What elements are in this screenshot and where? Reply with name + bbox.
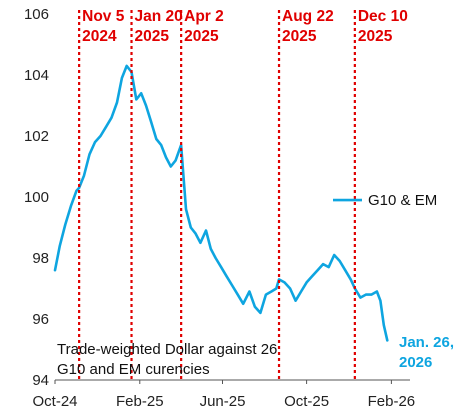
x-tick-label: Feb-25	[116, 393, 164, 410]
event-label-year: 2025	[135, 28, 170, 45]
x-tick-label: Oct-25	[284, 393, 329, 410]
x-tick-label: Jun-25	[200, 393, 246, 410]
y-tick-label: 96	[32, 311, 49, 328]
event-label-year: 2025	[282, 28, 317, 45]
y-tick-label: 102	[24, 128, 49, 145]
y-tick-label: 98	[32, 250, 49, 267]
y-tick-label: 94	[32, 372, 49, 389]
event-label-date: Aug 22	[282, 8, 334, 25]
x-tick-label: Feb-26	[368, 393, 416, 410]
y-tick-label: 106	[24, 6, 49, 23]
annotation-line-2: G10 and EM curencies	[57, 361, 210, 378]
event-label-date: Dec 10	[358, 8, 408, 25]
end-label-date: Jan. 26,	[399, 334, 454, 351]
axes: 94 96 98 100 102 104 106 Oct-24 Feb-25 Jun-25 Oct-…	[24, 6, 415, 410]
event-label-date: Apr 2	[184, 8, 224, 25]
legend-label: G10 & EM	[368, 192, 437, 209]
event-label-year: 2025	[358, 28, 393, 45]
annotation-line-1: Trade-weighted Dollar against 26	[57, 341, 277, 358]
y-tick-label: 104	[24, 67, 49, 84]
end-label-year: 2026	[399, 354, 432, 371]
event-label-year: 2025	[184, 28, 219, 45]
series-line-g10-em	[53, 64, 389, 342]
event-label-year: 2024	[82, 28, 117, 45]
event-label-date: Jan 20	[135, 8, 183, 25]
y-tick-label: 100	[24, 189, 49, 206]
series-layer	[53, 64, 389, 342]
event-lines	[78, 10, 356, 380]
event-label-date: Nov 5	[82, 8, 125, 25]
x-tick-label: Oct-24	[32, 393, 77, 410]
